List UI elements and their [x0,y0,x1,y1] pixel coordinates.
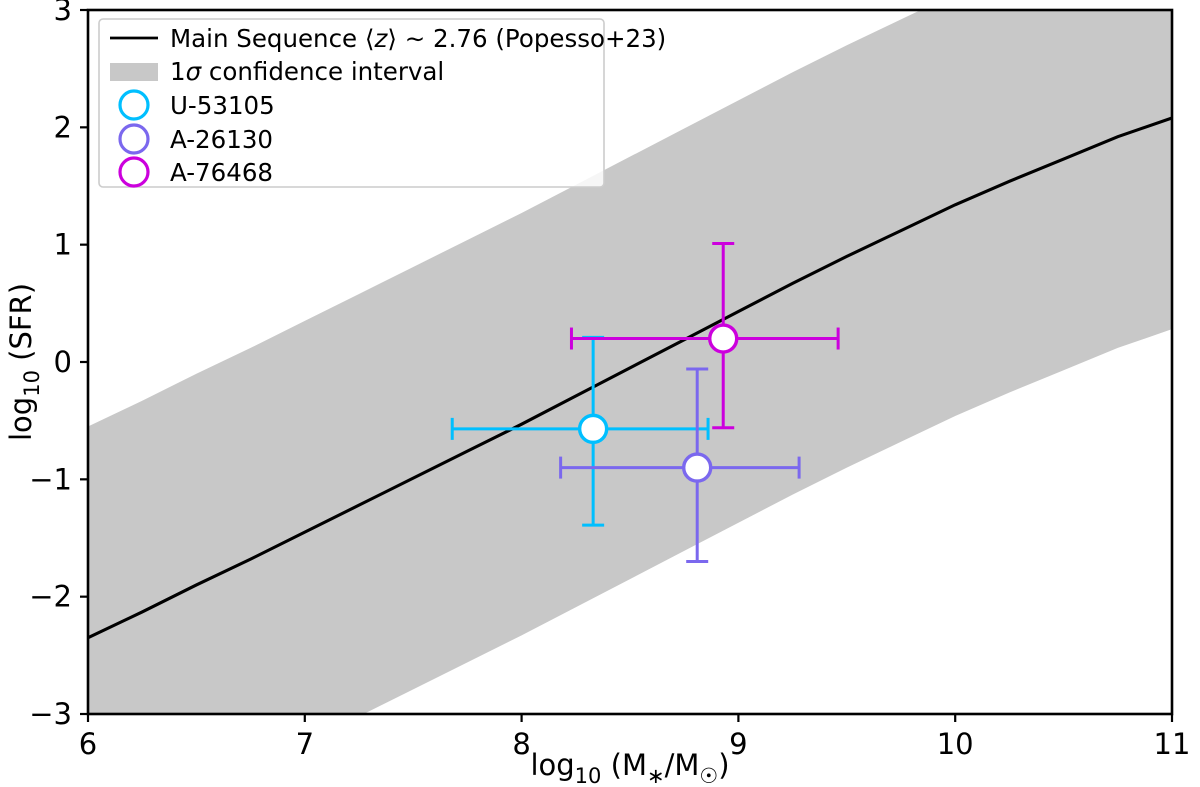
legend-ms-lb: ⟨ [365,24,375,53]
legend-ci-post: confidence interval [201,57,444,86]
legend-ms-z: z [373,24,388,53]
y-tick-label: −1 [29,462,72,496]
data-points-group [450,241,840,563]
data-point-u-53105[interactable] [450,335,710,527]
data-point-a-26130[interactable] [559,367,801,563]
legend-patch-swatch [110,63,158,81]
legend-item-confidence-interval[interactable]: 1σ confidence interval [110,57,444,86]
axis-ticks-group [80,8,1174,722]
confidence-band [88,10,1172,714]
data-point-a-76468[interactable] [569,241,840,430]
legend-label-a-76468: A-76468 [170,158,273,187]
main-sequence-line [88,116,1172,640]
x-tick-labels: 6 7 8 9 10 11 [79,727,1191,761]
x-title-close: ) [718,748,729,782]
x-title-star: ∗ [647,764,665,787]
legend-item-main-sequence[interactable]: Main Sequence ⟨z⟩ ∼ 2.76 (Popesso+23) [110,24,666,53]
x-tick-label: 10 [937,727,974,761]
legend-ms-rb: ⟩ [387,24,397,53]
legend-marker-a-26130 [118,123,150,155]
y-tick-label: 1 [54,228,72,262]
legend-box [98,18,605,188]
legend-label-u-53105: U-53105 [170,91,275,120]
x-title-base: 10 [575,764,602,787]
x-tick-label: 9 [729,727,747,761]
svg-text:Main Sequence ⟨z⟩ ∼ 2.76 (Pope: Main Sequence ⟨z⟩ ∼ 2.76 (Popesso+23) [170,24,666,53]
y-tick-label: 3 [54,0,72,27]
legend-marker-u-53105 [118,89,150,121]
main-sequence-group [88,116,1172,640]
x-tick-label: 8 [512,727,530,761]
y-tick-labels: 3 2 1 0 −1 −2 −3 [29,0,72,731]
x-title-sun: ☉ [699,764,718,787]
legend-item-u-53105[interactable]: U-53105 [118,89,275,121]
x-tick-label: 11 [1154,727,1191,761]
legend-item-a-26130[interactable]: A-26130 [118,123,273,155]
legend-label-a-26130: A-26130 [170,125,273,154]
x-title-open: (M [601,748,647,782]
x-axis-title: log10 (M∗/M☉) [530,748,729,787]
y-title-base: 10 [20,370,44,397]
y-tick-label: −2 [29,580,72,614]
legend-ms-pre: Main Sequence [170,24,365,53]
confidence-band-group [88,10,1172,714]
y-tick-label: −3 [29,697,72,731]
x-title-log: log [530,748,574,782]
y-tick-label: 0 [54,345,72,379]
y-axis-title: log10 (SFR) [4,283,44,441]
legend-ci-num: 1 [170,57,186,86]
y-title-log: log [4,397,38,441]
svg-text:log10 (SFR): log10 (SFR) [4,283,44,441]
marker [577,413,609,445]
x-title-slash: /M [665,748,700,782]
svg-text:1σ confidence interval: 1σ confidence interval [170,57,444,86]
legend-ms-post: ∼ 2.76 (Popesso+23) [397,24,666,53]
y-tick-label: 2 [54,110,72,144]
legend[interactable]: Main Sequence ⟨z⟩ ∼ 2.76 (Popesso+23) 1σ… [98,18,666,188]
x-tick-label: 6 [79,727,97,761]
legend-ci-sigma: σ [186,57,203,86]
legend-item-a-76468[interactable]: A-76468 [118,156,273,188]
y-title-rest: (SFR) [4,283,38,370]
legend-marker-a-76468 [118,156,150,188]
marker [682,452,713,483]
marker [708,323,739,354]
x-tick-label: 7 [296,727,314,761]
svg-text:log10 (M∗/M☉): log10 (M∗/M☉) [530,748,729,787]
